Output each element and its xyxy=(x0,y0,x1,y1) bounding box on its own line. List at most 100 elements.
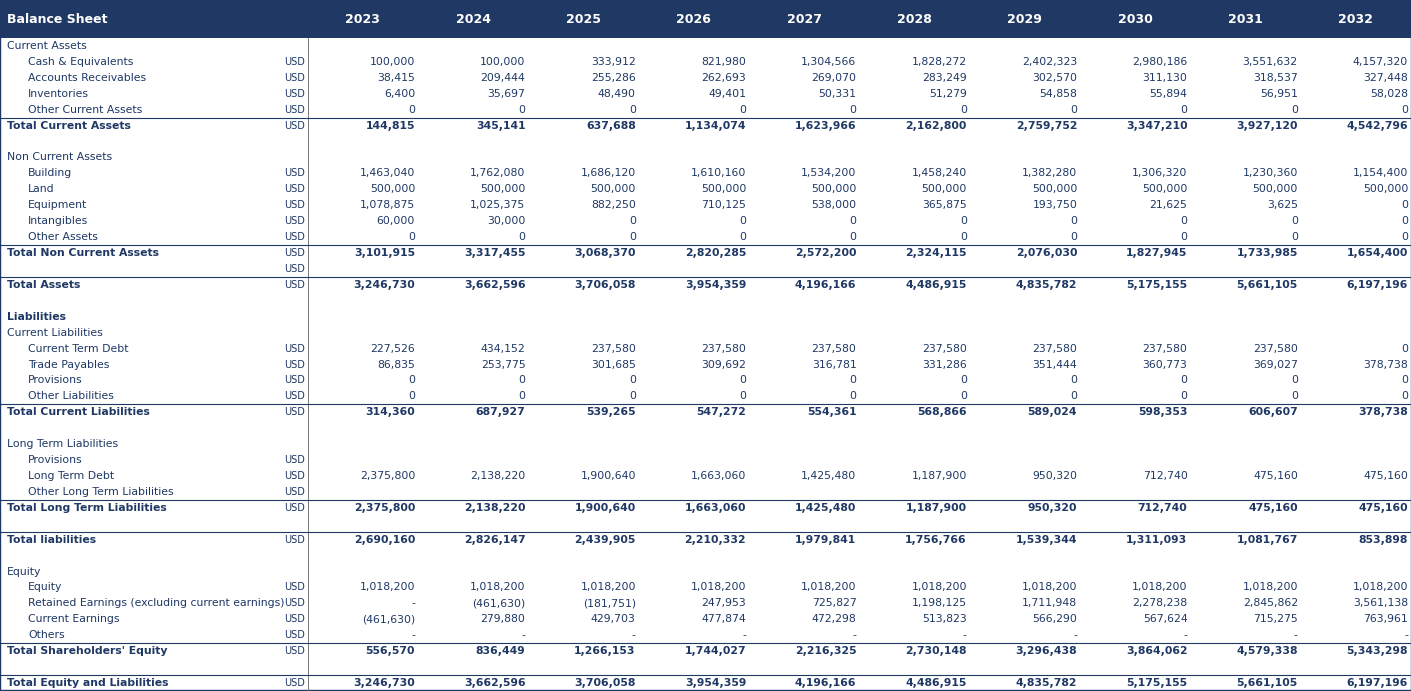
Text: 0: 0 xyxy=(518,375,525,386)
Text: 1,733,985: 1,733,985 xyxy=(1236,248,1298,258)
Text: 360,773: 360,773 xyxy=(1143,359,1188,370)
Text: 500,000: 500,000 xyxy=(921,184,967,194)
Text: 314,360: 314,360 xyxy=(365,407,415,417)
Text: 262,693: 262,693 xyxy=(701,73,746,83)
Text: 316,781: 316,781 xyxy=(811,359,856,370)
Text: 6,197,196: 6,197,196 xyxy=(1348,678,1408,688)
Text: 2,402,323: 2,402,323 xyxy=(1022,57,1077,67)
Text: USD: USD xyxy=(284,216,305,226)
Text: 351,444: 351,444 xyxy=(1033,359,1077,370)
Text: 2,324,115: 2,324,115 xyxy=(906,248,967,258)
Text: 0: 0 xyxy=(1181,391,1188,401)
Text: -: - xyxy=(742,630,746,641)
Text: USD: USD xyxy=(284,678,305,688)
Text: 3,068,370: 3,068,370 xyxy=(574,248,636,258)
Text: 0: 0 xyxy=(849,232,856,242)
Text: 836,449: 836,449 xyxy=(476,646,525,656)
Text: 2031: 2031 xyxy=(1228,12,1263,26)
Text: 279,880: 279,880 xyxy=(481,614,525,625)
Text: 2,076,030: 2,076,030 xyxy=(1016,248,1077,258)
Text: 0: 0 xyxy=(1181,104,1188,115)
Text: 0: 0 xyxy=(739,375,746,386)
Text: 1,663,060: 1,663,060 xyxy=(684,503,746,513)
Text: 1,018,200: 1,018,200 xyxy=(801,583,856,592)
Text: 247,953: 247,953 xyxy=(701,598,746,608)
Text: 853,898: 853,898 xyxy=(1359,535,1408,545)
Text: 0: 0 xyxy=(1401,375,1408,386)
Text: USD: USD xyxy=(284,169,305,178)
Text: 58,028: 58,028 xyxy=(1370,88,1408,99)
Text: 3,561,138: 3,561,138 xyxy=(1353,598,1408,608)
Text: Current Assets: Current Assets xyxy=(7,41,87,51)
Text: USD: USD xyxy=(284,646,305,656)
Text: 1,187,900: 1,187,900 xyxy=(912,471,967,481)
Text: 2,826,147: 2,826,147 xyxy=(464,535,525,545)
Text: 538,000: 538,000 xyxy=(811,200,856,210)
Text: 0: 0 xyxy=(1291,375,1298,386)
Text: 301,685: 301,685 xyxy=(591,359,636,370)
Text: 2032: 2032 xyxy=(1339,12,1373,26)
Text: 0: 0 xyxy=(739,216,746,226)
Text: 0: 0 xyxy=(849,216,856,226)
Text: Cash & Equivalents: Cash & Equivalents xyxy=(28,57,134,67)
Text: 309,692: 309,692 xyxy=(701,359,746,370)
Text: 0: 0 xyxy=(518,104,525,115)
Text: 0: 0 xyxy=(959,391,967,401)
Text: 434,152: 434,152 xyxy=(481,343,525,354)
Text: 0: 0 xyxy=(1070,232,1077,242)
Text: 3,927,120: 3,927,120 xyxy=(1236,121,1298,131)
Text: 378,738: 378,738 xyxy=(1359,407,1408,417)
Text: Liabilities: Liabilities xyxy=(7,312,66,322)
Text: 2,210,332: 2,210,332 xyxy=(684,535,746,545)
Text: -: - xyxy=(522,630,525,641)
Text: 500,000: 500,000 xyxy=(590,184,636,194)
Text: Land: Land xyxy=(28,184,55,194)
Text: 3,551,632: 3,551,632 xyxy=(1243,57,1298,67)
Text: 4,196,166: 4,196,166 xyxy=(794,280,856,290)
Text: 821,980: 821,980 xyxy=(701,57,746,67)
Text: 2,138,220: 2,138,220 xyxy=(464,503,525,513)
Text: 1,539,344: 1,539,344 xyxy=(1016,535,1077,545)
Text: (181,751): (181,751) xyxy=(583,598,636,608)
Text: 4,835,782: 4,835,782 xyxy=(1016,280,1077,290)
Text: 4,196,166: 4,196,166 xyxy=(794,678,856,688)
Text: 35,697: 35,697 xyxy=(488,88,525,99)
Text: 2,216,325: 2,216,325 xyxy=(794,646,856,656)
Text: 333,912: 333,912 xyxy=(591,57,636,67)
Text: Intangibles: Intangibles xyxy=(28,216,89,226)
Text: 2,138,220: 2,138,220 xyxy=(470,471,525,481)
Text: Provisions: Provisions xyxy=(28,455,83,465)
Text: USD: USD xyxy=(284,343,305,354)
Text: 1,663,060: 1,663,060 xyxy=(691,471,746,481)
Text: Trade Payables: Trade Payables xyxy=(28,359,110,370)
Text: 100,000: 100,000 xyxy=(370,57,415,67)
Text: 283,249: 283,249 xyxy=(921,73,967,83)
Text: 86,835: 86,835 xyxy=(377,359,415,370)
Text: 1,025,375: 1,025,375 xyxy=(470,200,525,210)
Text: 500,000: 500,000 xyxy=(1141,184,1188,194)
Text: 5,343,298: 5,343,298 xyxy=(1346,646,1408,656)
Text: 237,580: 237,580 xyxy=(921,343,967,354)
Text: 472,298: 472,298 xyxy=(811,614,856,625)
Text: 4,486,915: 4,486,915 xyxy=(906,678,967,688)
Text: 0: 0 xyxy=(1401,343,1408,354)
Text: 4,835,782: 4,835,782 xyxy=(1016,678,1077,688)
Text: Current Earnings: Current Earnings xyxy=(28,614,120,625)
Text: 3,296,438: 3,296,438 xyxy=(1016,646,1077,656)
Text: 1,900,640: 1,900,640 xyxy=(580,471,636,481)
Text: 0: 0 xyxy=(1181,232,1188,242)
Text: 1,828,272: 1,828,272 xyxy=(912,57,967,67)
Text: 0: 0 xyxy=(1181,375,1188,386)
Text: 715,275: 715,275 xyxy=(1253,614,1298,625)
Text: -: - xyxy=(1294,630,1298,641)
Text: 0: 0 xyxy=(849,104,856,115)
Text: Total liabilities: Total liabilities xyxy=(7,535,96,545)
Text: 100,000: 100,000 xyxy=(480,57,525,67)
Text: 500,000: 500,000 xyxy=(480,184,525,194)
Text: 547,272: 547,272 xyxy=(696,407,746,417)
Text: Others: Others xyxy=(28,630,65,641)
Text: 21,625: 21,625 xyxy=(1150,200,1188,210)
Text: 5,175,155: 5,175,155 xyxy=(1126,678,1188,688)
Text: 0: 0 xyxy=(629,391,636,401)
Text: 5,661,105: 5,661,105 xyxy=(1236,280,1298,290)
